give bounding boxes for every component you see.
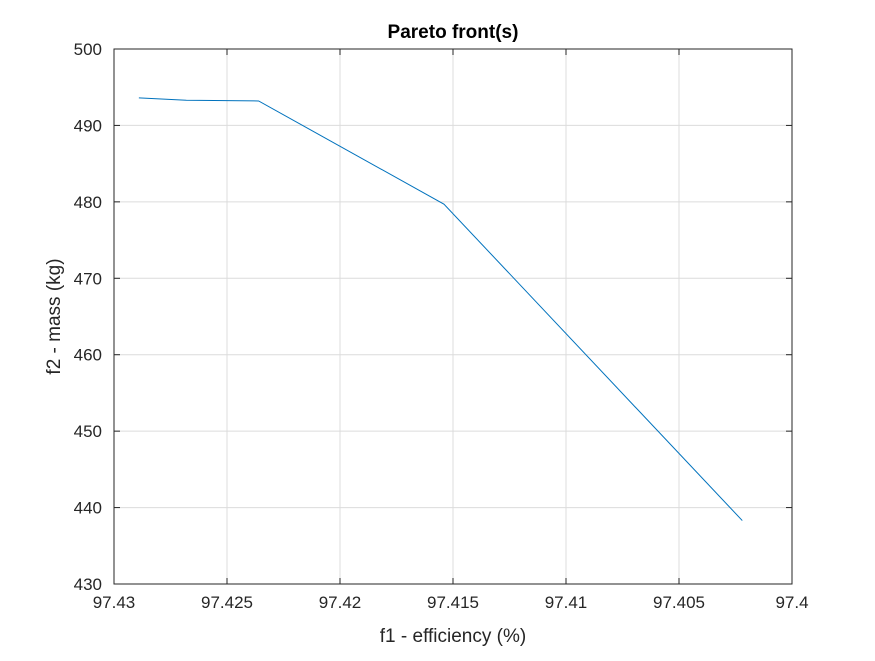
x-tick-label: 97.42 — [319, 593, 362, 612]
y-tick-label: 430 — [74, 575, 102, 594]
y-tick-label: 450 — [74, 422, 102, 441]
y-axis-label: f2 - mass (kg) — [44, 258, 65, 374]
pareto-front-line — [138, 97, 743, 521]
y-tick-label: 460 — [74, 346, 102, 365]
y-tick-label: 470 — [74, 269, 102, 288]
x-axis-label: f1 - efficiency (%) — [380, 626, 526, 647]
ticks: 97.43 97.425 97.42 97.415 97.41 97.405 97.4 430… — [74, 40, 809, 612]
x-tick-label: 97.405 — [653, 593, 705, 612]
series-layer — [138, 97, 743, 521]
x-tick-label: 97.415 — [427, 593, 479, 612]
chart-title: Pareto front(s) — [388, 22, 519, 43]
y-tick-label: 490 — [74, 116, 102, 135]
x-tick-label: 97.41 — [545, 593, 588, 612]
y-tick-label: 440 — [74, 499, 102, 518]
x-tick-label: 97.4 — [775, 593, 808, 612]
y-tick-label: 500 — [74, 40, 102, 59]
x-tick-label: 97.425 — [201, 593, 253, 612]
y-tick-label: 480 — [74, 193, 102, 212]
x-tick-label: 97.43 — [93, 593, 136, 612]
